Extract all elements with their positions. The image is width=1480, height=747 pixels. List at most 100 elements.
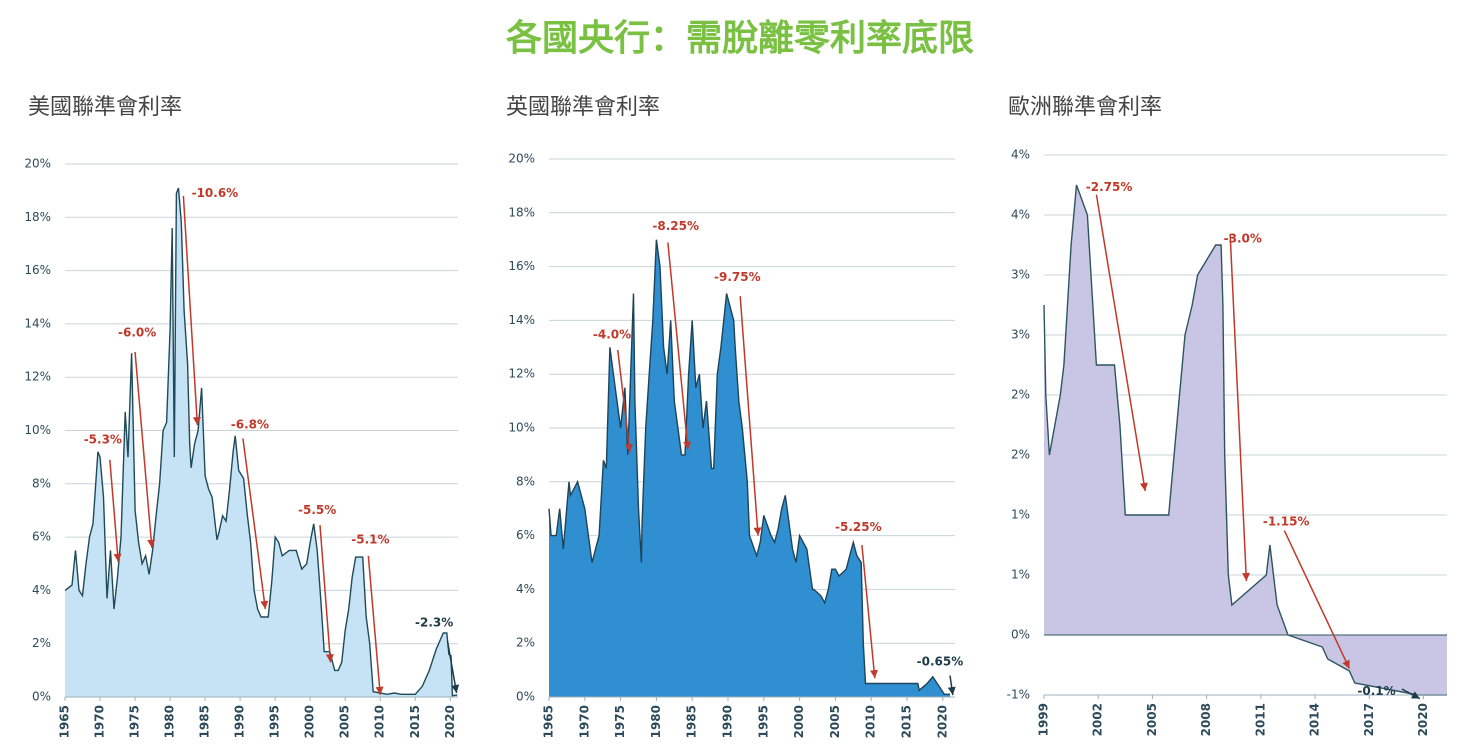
annotation: -2.75% xyxy=(1086,180,1133,194)
x-tick-label: 2005 xyxy=(828,705,842,738)
y-tick-label: 16% xyxy=(508,259,535,273)
x-tick-label: 1965 xyxy=(542,705,556,738)
annotation: -1.15% xyxy=(1263,515,1310,529)
x-tick-label: 1970 xyxy=(93,705,107,738)
annotation: -4.0% xyxy=(593,327,631,341)
chart-title: 美國聯準會利率 xyxy=(28,95,182,120)
x-tick-label: 1965 xyxy=(58,705,72,738)
arrow-head xyxy=(147,539,156,548)
line xyxy=(1043,184,1447,696)
x-tick-label: 1975 xyxy=(613,705,627,738)
y-tick-label: 6% xyxy=(32,530,51,544)
x-tick-label: 1980 xyxy=(163,705,177,738)
x-tick-label: 2008 xyxy=(1199,703,1213,736)
x-tick-label: 2020 xyxy=(1416,703,1430,736)
x-tick-label: 1980 xyxy=(649,705,663,738)
annotation: -0.1% xyxy=(1357,684,1395,698)
annotation: -10.6% xyxy=(192,186,239,200)
annotation-arrow xyxy=(367,555,381,695)
x-tick-label: 1970 xyxy=(577,705,591,738)
arrow-head xyxy=(113,553,122,562)
annotation-arrow xyxy=(446,640,458,694)
annotation-arrow xyxy=(1229,234,1248,582)
x-tick-label: 2020 xyxy=(935,705,949,738)
annotation: -2.3% xyxy=(415,615,453,629)
annotation-arrow xyxy=(182,195,199,426)
x-tick-label: 2015 xyxy=(900,705,914,738)
annotation: -0.65% xyxy=(917,655,964,669)
y-tick-label: 0% xyxy=(32,690,51,704)
arrow-head xyxy=(947,686,956,696)
y-tick-label: 2% xyxy=(1011,388,1030,402)
y-tick-label: 2% xyxy=(32,636,51,650)
chart-title: 英國聯準會利率 xyxy=(506,95,660,120)
y-tick-label: 2% xyxy=(516,636,535,650)
y-tick-label: 4% xyxy=(1011,148,1030,162)
y-tick-label: 8% xyxy=(516,474,535,488)
x-tick-label: 1990 xyxy=(721,705,735,738)
y-tick-label: 1% xyxy=(1011,568,1030,582)
annotation: -6.0% xyxy=(118,325,156,339)
chart-title: 歐洲聯準會利率 xyxy=(1008,95,1162,120)
y-tick-label: 0% xyxy=(516,690,535,704)
y-tick-label: 12% xyxy=(24,370,51,384)
annotation: -3.0% xyxy=(1224,232,1262,246)
arrow-head xyxy=(325,654,334,663)
y-tick-label: 10% xyxy=(24,423,51,437)
arrow-head xyxy=(451,684,460,694)
x-tick-label: 1995 xyxy=(268,705,282,738)
x-tick-label: 2015 xyxy=(408,705,422,738)
arrow-head xyxy=(1139,482,1148,491)
arrow-head xyxy=(624,443,633,453)
y-tick-label: 0% xyxy=(1011,628,1030,642)
annotation-arrow xyxy=(242,438,267,610)
y-tick-label: 16% xyxy=(24,263,51,277)
arrow-head xyxy=(870,669,879,679)
annotation: -9.75% xyxy=(714,270,761,284)
y-tick-label: 4% xyxy=(1011,208,1030,222)
annotation-arrow xyxy=(134,351,153,548)
page-title: 各國央行：需脫離零利率底限 xyxy=(506,18,974,59)
x-tick-label: 2011 xyxy=(1253,703,1267,736)
annotation-arrow xyxy=(1095,194,1146,492)
annotation: -5.3% xyxy=(84,433,122,447)
area xyxy=(1044,185,1447,695)
x-tick-label: 1975 xyxy=(128,705,142,738)
y-tick-label: -1% xyxy=(1007,688,1030,702)
x-tick-label: 2010 xyxy=(864,705,878,738)
annotation-arrow xyxy=(1283,530,1351,669)
x-tick-label: 2017 xyxy=(1362,703,1376,736)
y-tick-label: 14% xyxy=(508,313,535,327)
line xyxy=(64,187,458,697)
x-tick-label: 1985 xyxy=(685,705,699,738)
annotation-arrow xyxy=(616,349,631,453)
annotation: -5.5% xyxy=(298,503,336,517)
annotation-arrow xyxy=(319,525,332,663)
x-tick-label: 2005 xyxy=(1145,703,1159,736)
y-tick-label: 4% xyxy=(516,582,535,596)
y-tick-label: 2% xyxy=(1011,448,1030,462)
arrow-head xyxy=(1342,659,1350,669)
arrow-head xyxy=(1242,572,1251,581)
annotation: -6.8% xyxy=(231,418,269,432)
y-tick-label: 4% xyxy=(32,583,51,597)
x-tick-label: 1990 xyxy=(233,705,247,738)
x-tick-label: 2010 xyxy=(373,705,387,738)
y-tick-label: 6% xyxy=(516,528,535,542)
y-tick-label: 3% xyxy=(1011,328,1030,342)
arrow-head xyxy=(260,600,269,610)
line xyxy=(548,239,950,695)
area xyxy=(549,239,950,697)
x-tick-label: 2020 xyxy=(443,705,457,738)
arrow-head xyxy=(192,416,201,426)
y-tick-label: 18% xyxy=(508,205,535,219)
annotation-arrow xyxy=(739,296,759,536)
area xyxy=(65,188,458,697)
y-tick-label: 18% xyxy=(24,210,51,224)
x-tick-label: 1999 xyxy=(1037,703,1051,736)
x-tick-label: 2000 xyxy=(792,705,806,738)
x-tick-label: 2005 xyxy=(338,705,352,738)
arrow-head xyxy=(375,686,384,695)
arrow-head xyxy=(683,441,692,450)
